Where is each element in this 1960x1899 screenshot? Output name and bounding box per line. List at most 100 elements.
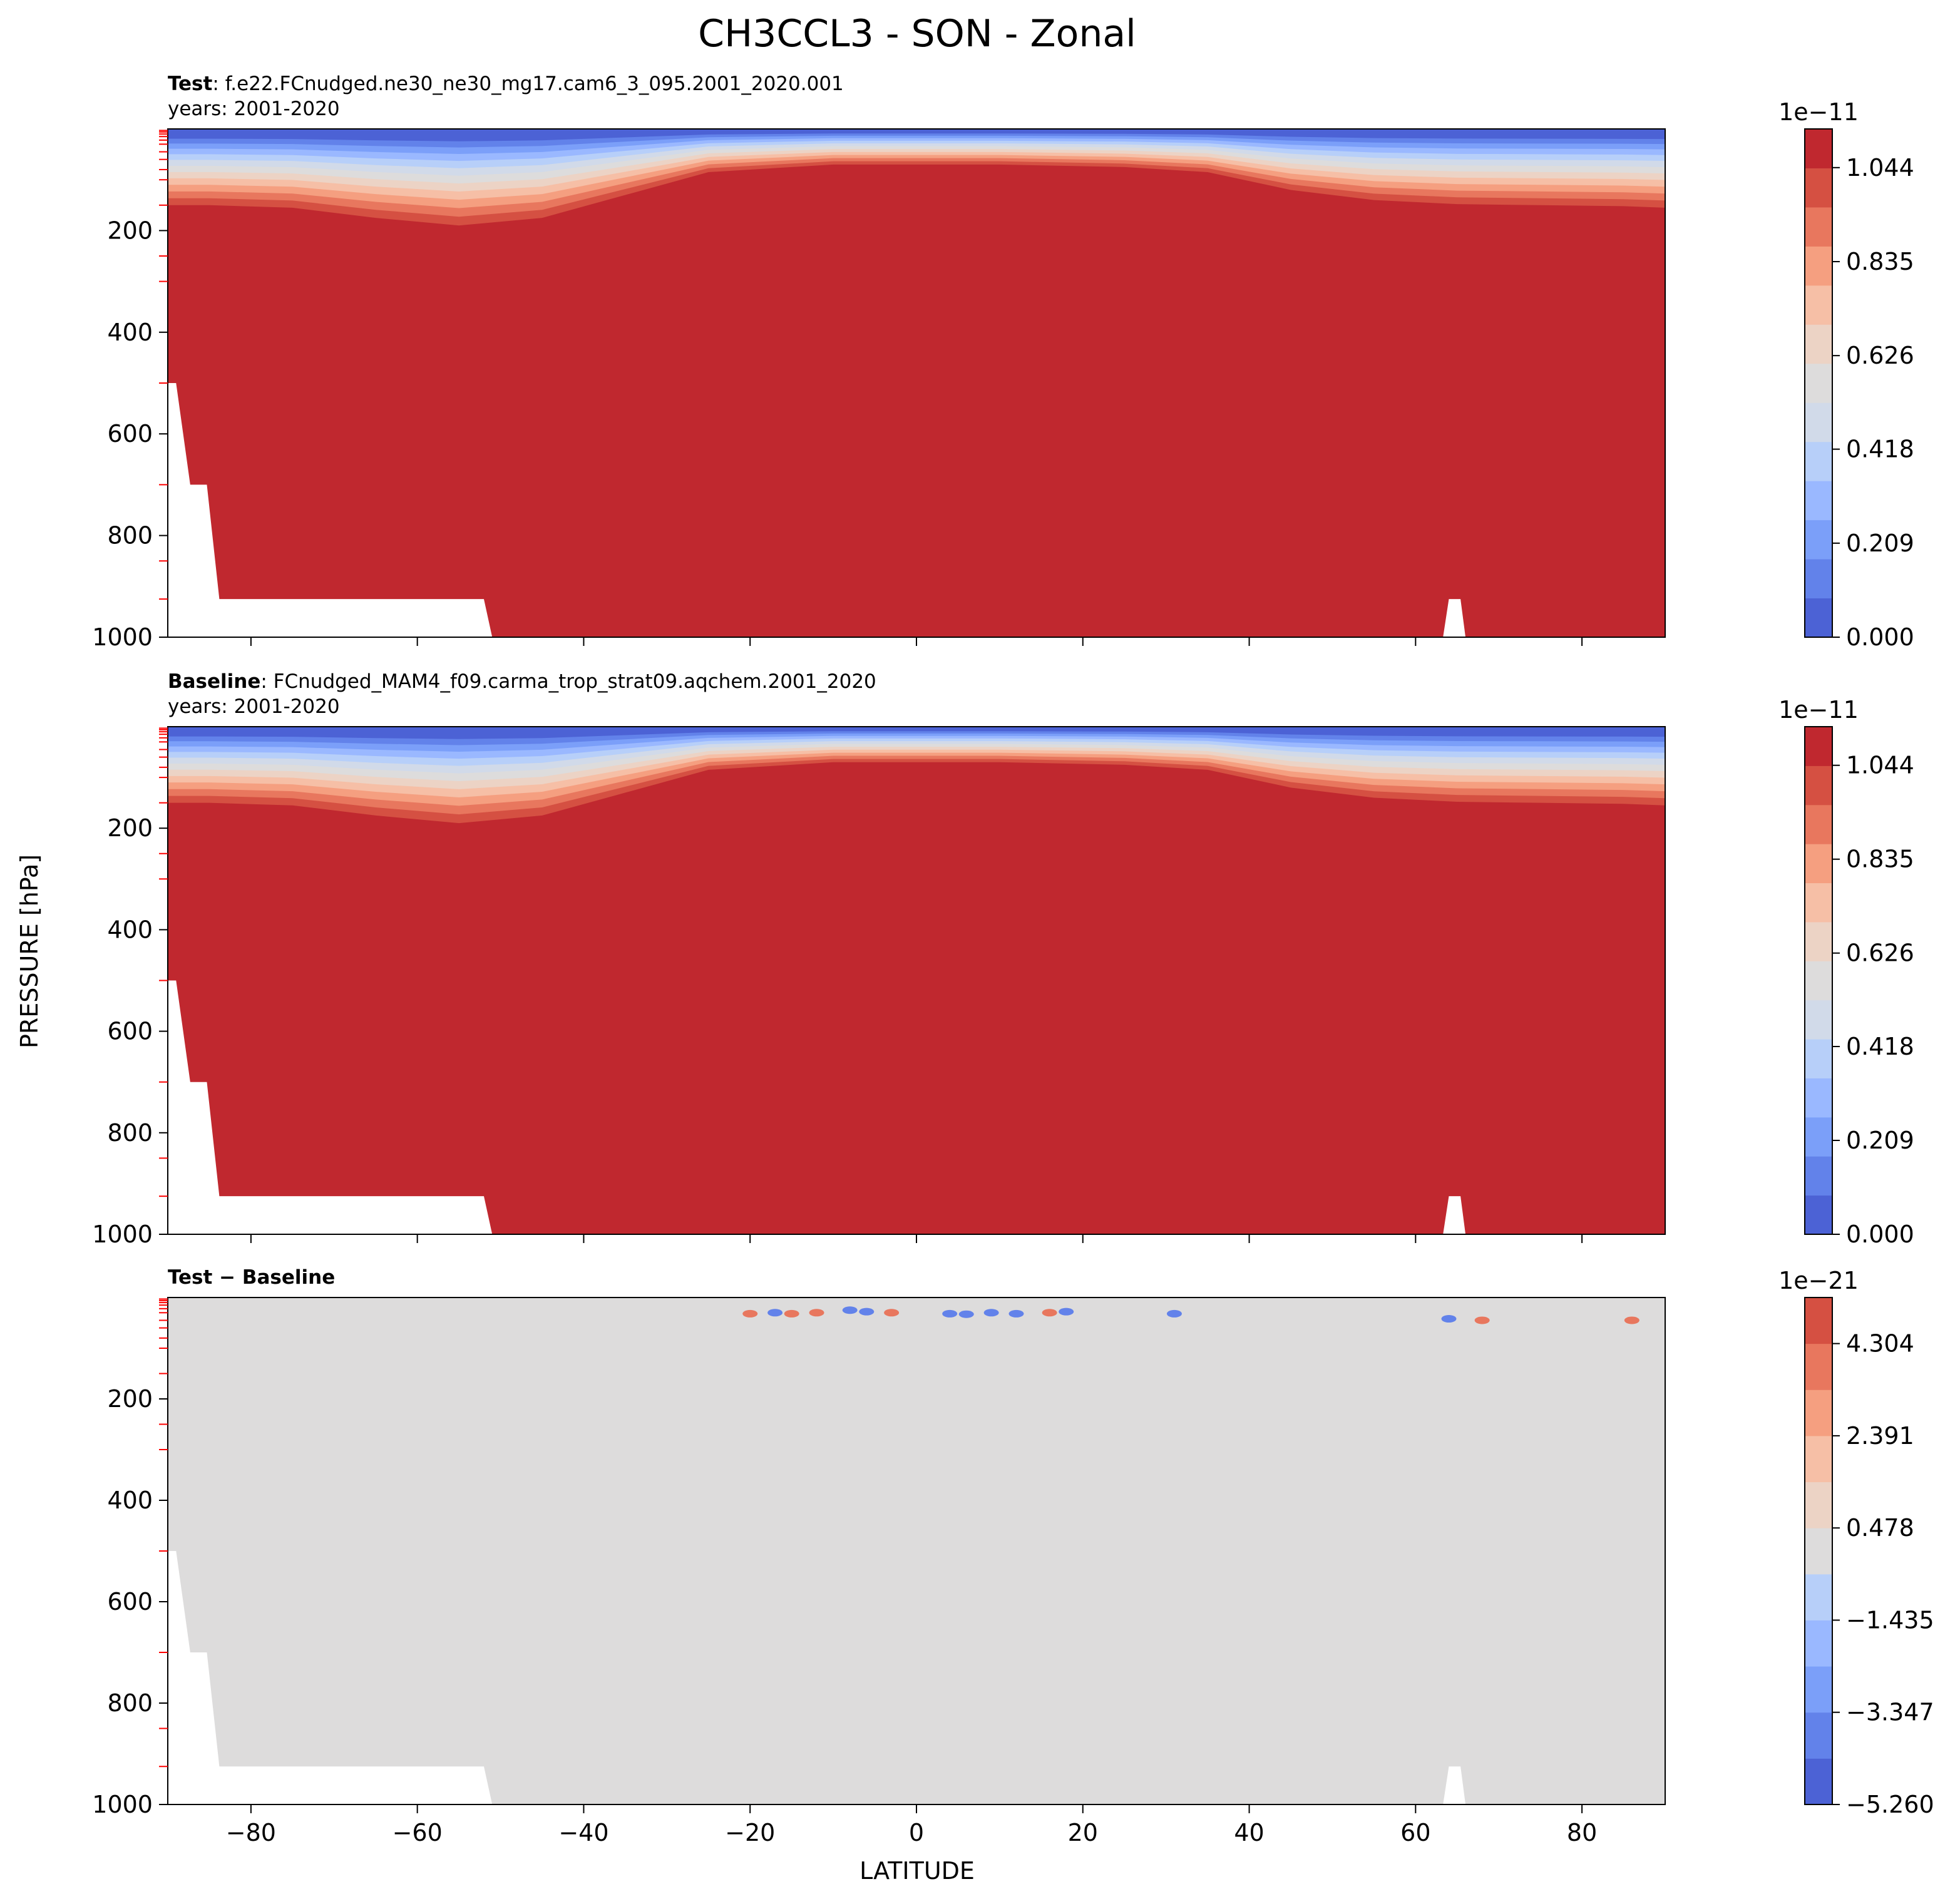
colorbar-tick-label: 1.044 [1846,752,1914,779]
y-tick-label: 600 [107,1018,153,1045]
colorbar-swatch [1805,1195,1832,1235]
colorbar-tick-label: 0.626 [1846,342,1914,369]
colorbar-tick-label: 0.209 [1846,530,1914,557]
x-tick-label: −20 [725,1819,775,1846]
anomaly-mark [942,1309,958,1318]
terrain-mask [168,1551,175,1804]
x-tick-label: 40 [1234,1819,1264,1846]
plot-area [168,129,1665,637]
figure-title: CH3CCL3 - SON - Zonal [698,12,1136,56]
panel-label-rest: : FCnudged_MAM4_f09.carma_trop_strat09.a… [260,670,876,693]
colorbar-swatch [1805,402,1832,443]
colorbar-swatch [1805,324,1832,364]
panel-label-bold: Baseline [168,670,260,693]
colorbar-swatch [1805,804,1832,844]
x-tick-label: −80 [226,1819,276,1846]
field-background [168,1298,1665,1804]
y-tick-label: 200 [107,217,153,244]
anomaly-mark [842,1306,858,1314]
x-tick-label: 0 [909,1819,924,1846]
colorbar-swatch [1805,1390,1832,1436]
anomaly-mark [1624,1316,1639,1324]
colorbar-swatch [1805,727,1832,766]
y-tick-label: 800 [107,1119,153,1147]
colorbar-swatch [1805,765,1832,806]
colorbar-frame [1804,1297,1833,1805]
x-tick-label: −40 [558,1819,608,1846]
colorbar-swatch [1805,1574,1832,1620]
colorbar-tick-label: 4.304 [1846,1330,1914,1358]
colorbar-swatch [1805,363,1832,403]
y-tick-label: 600 [107,420,153,448]
x-axis-label: LATITUDE [859,1857,975,1885]
colorbar-swatch [1805,129,1832,168]
colorbar-swatch [1805,1528,1832,1575]
colorbar-swatch [1805,1482,1832,1528]
colorbar-tick-label: −5.260 [1846,1791,1934,1818]
colorbar-swatch [1805,1000,1832,1040]
colorbar-swatch [1805,921,1832,961]
terrain-mask [168,383,493,637]
y-tick-label: 800 [107,522,153,550]
panel-label-rest: : f.e22.FCnudged.ne30_ne30_mg17.cam6_3_0… [212,73,843,95]
panel-baseline: 200 400 600 800 1000 Baseline: FCnudged_MAM4_… [92,670,1914,1248]
colorbar-tick-label: 0.000 [1846,623,1914,651]
anomaly-mark [958,1310,974,1318]
terrain-mask [168,1551,493,1804]
anomaly-mark [859,1308,875,1316]
y-tick-label: 400 [107,319,153,346]
y-tick-label: 400 [107,1487,153,1514]
colorbar-swatch [1805,1298,1832,1344]
colorbar-swatch [1805,844,1832,884]
anomaly-mark [1474,1316,1490,1324]
anomaly-mark [884,1309,900,1317]
colorbar-tick-label: 0.209 [1846,1127,1914,1154]
colorbar-tick-label: 0.000 [1846,1221,1914,1248]
anomaly-mark [1166,1309,1182,1318]
colorbar-frame [1804,128,1833,638]
plot-area [168,727,1665,1234]
contour-band [168,164,1665,637]
x-tick-label: 60 [1400,1819,1430,1846]
colorbar-swatch [1805,1117,1832,1157]
colorbar-tick-label: 0.835 [1846,846,1914,873]
anomaly-mark [767,1309,783,1317]
terrain-mask [1443,1766,1466,1804]
panel-difference: 200 400 600 800 1000 −80 −60 −40 −20 0 20 40 60 80 Tes… [92,1266,1934,1846]
colorbar-swatch [1805,1666,1832,1713]
terrain-mask [1443,599,1466,637]
colorbar-swatch [1805,1620,1832,1667]
plot-area [168,1298,1665,1804]
colorbar-swatch [1805,1078,1832,1118]
anomaly-mark [983,1309,999,1317]
terrain-mask [1443,1196,1466,1234]
x-tick-label: 20 [1068,1819,1098,1846]
anomaly-mark [809,1309,824,1317]
colorbar-swatch [1805,1039,1832,1078]
colorbar-tick-label: −3.347 [1846,1699,1934,1726]
panel-years: years: 2001-2020 [168,98,340,120]
panel-label: Baseline: FCnudged_MAM4_f09.carma_trop_s… [168,670,876,693]
panel-label: Test: f.e22.FCnudged.ne30_ne30_mg17.cam6… [168,73,844,95]
colorbar-swatch [1805,246,1832,286]
colorbar-swatch [1805,481,1832,521]
colorbar-tick-label: 1.044 [1846,154,1914,182]
panel-label-bold: Test [168,73,213,95]
anomaly-mark [742,1309,758,1318]
y-axis-label: PRESSURE [hPa] [16,854,43,1048]
colorbar-tick-label: 0.626 [1846,939,1914,967]
colorbar-frame [1804,726,1833,1235]
anomaly-mark [1059,1308,1074,1316]
colorbar-tick-label: −1.435 [1846,1606,1934,1634]
colorbar-exponent: 1e−11 [1778,98,1859,126]
anomaly-mark [784,1309,799,1318]
colorbar-swatch [1805,520,1832,560]
colorbar-swatch [1805,961,1832,1001]
colorbar-swatch [1805,285,1832,325]
colorbar-exponent: 1e−21 [1778,1267,1859,1294]
colorbar-tick-label: 0.478 [1846,1514,1914,1542]
y-tick-label: 1000 [92,623,153,651]
anomaly-mark [1008,1309,1024,1318]
panel-label: Test − Baseline [168,1266,335,1289]
